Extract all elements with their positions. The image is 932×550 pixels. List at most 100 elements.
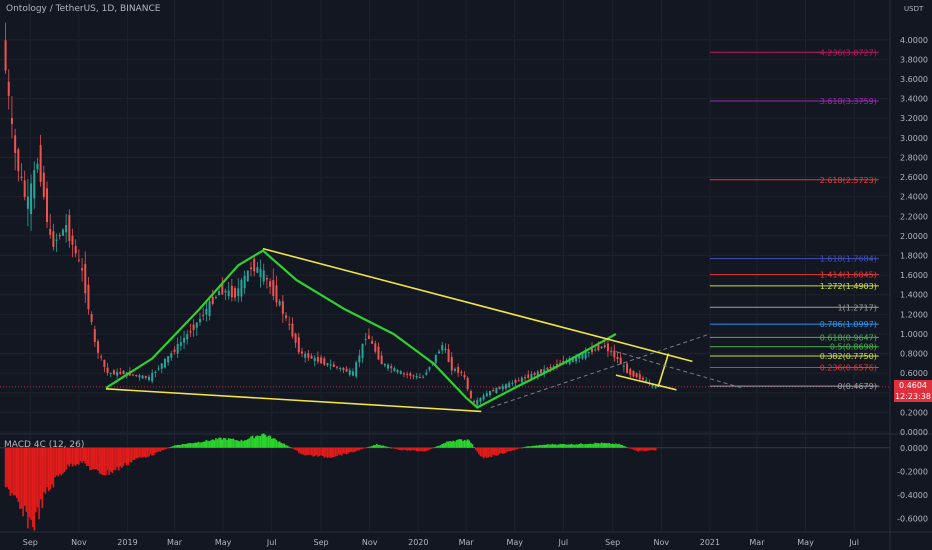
drawing-overlays[interactable] bbox=[105, 247, 742, 413]
time-tick-label: 2020 bbox=[408, 538, 428, 547]
macd-bar bbox=[414, 447, 416, 451]
price-candle-body bbox=[214, 296, 217, 298]
time-tick-label: 2021 bbox=[700, 538, 720, 547]
price-candle-body bbox=[97, 341, 100, 353]
price-candle-body bbox=[307, 353, 310, 358]
macd-bar bbox=[409, 447, 412, 451]
macd-bar bbox=[450, 441, 453, 448]
macd-bar bbox=[476, 447, 479, 452]
macd-bar bbox=[76, 447, 79, 464]
macd-bar bbox=[603, 443, 606, 448]
time-tick-label: May bbox=[506, 538, 523, 547]
macd-bar bbox=[94, 447, 96, 469]
macd-bar bbox=[133, 447, 136, 460]
macd-bar bbox=[12, 447, 15, 496]
macd-bar bbox=[524, 446, 526, 448]
price-candle-body bbox=[202, 314, 205, 316]
macd-tick-label: -0.2000 bbox=[897, 467, 928, 476]
macd-bar bbox=[487, 447, 490, 458]
macd-bar bbox=[74, 447, 77, 466]
macd-bar bbox=[616, 444, 619, 448]
macd-bar bbox=[117, 447, 120, 471]
macd-bar bbox=[653, 447, 655, 451]
price-candle-body bbox=[406, 374, 409, 376]
macd-bar bbox=[594, 442, 596, 448]
time-tick-label: Mar bbox=[749, 538, 765, 547]
macd-bar bbox=[560, 444, 563, 448]
macd-bar bbox=[401, 447, 404, 451]
price-tick-label: 1.0000 bbox=[900, 330, 928, 339]
time-tick-label: Mar bbox=[459, 538, 475, 547]
macd-bar bbox=[415, 447, 418, 452]
macd-tick-label: 0.0000 bbox=[900, 444, 928, 453]
price-candle-body bbox=[364, 339, 367, 341]
macd-bar bbox=[275, 439, 278, 448]
macd-bar bbox=[256, 435, 259, 448]
macd-bar bbox=[462, 440, 464, 448]
price-candle-body bbox=[600, 346, 603, 349]
macd-bar bbox=[245, 440, 248, 448]
fibonacci-levels[interactable]: 4.236(3.8727) 3.618(3.3759) 2.618(2.5723) 1… bbox=[709, 48, 879, 391]
macd-bar bbox=[321, 447, 324, 456]
macd-bar bbox=[446, 441, 448, 448]
macd-bar bbox=[619, 444, 622, 448]
symbol-title[interactable]: Ontology / TetherUS, 1D, BINANCE bbox=[6, 4, 161, 14]
macd-bar bbox=[86, 447, 88, 467]
macd-bar bbox=[243, 440, 246, 448]
macd-bar bbox=[650, 447, 652, 451]
macd-bar bbox=[325, 447, 327, 457]
fib-level-label: 0.382(0.7750) bbox=[820, 352, 877, 361]
price-candle-body bbox=[23, 180, 26, 198]
macd-bar bbox=[113, 447, 115, 470]
fib-level-label: 1.618(1.7684) bbox=[820, 255, 877, 264]
macd-bar bbox=[79, 447, 82, 461]
price-candle-body bbox=[240, 279, 243, 297]
macd-bar bbox=[514, 447, 517, 450]
time-tick-label: Sep bbox=[314, 538, 329, 547]
macd-bar bbox=[186, 443, 189, 448]
macd-bar bbox=[46, 447, 48, 488]
macd-bar bbox=[572, 444, 574, 448]
macd-bar bbox=[105, 447, 107, 476]
macd-bar bbox=[145, 447, 147, 458]
price-candle-body bbox=[52, 231, 55, 248]
macd-bar bbox=[366, 447, 369, 449]
macd-bar bbox=[90, 447, 93, 470]
macd-bar bbox=[200, 442, 203, 448]
time-tick-label: Nov bbox=[362, 538, 378, 547]
price-candle-body bbox=[476, 399, 479, 406]
macd-bar bbox=[342, 447, 345, 454]
macd-bar bbox=[576, 444, 579, 448]
macd-bar bbox=[466, 439, 469, 448]
macd-bar bbox=[336, 447, 338, 457]
macd-indicator-label[interactable]: MACD 4C (12, 26) bbox=[4, 440, 85, 450]
price-candle-body bbox=[320, 357, 323, 364]
macd-bar bbox=[84, 447, 87, 464]
macd-bar bbox=[108, 447, 110, 475]
macd-bar bbox=[396, 447, 399, 450]
price-candle-body bbox=[157, 368, 160, 370]
price-candle-body bbox=[253, 258, 256, 272]
macd-bar bbox=[227, 438, 230, 448]
price-candle-body bbox=[195, 322, 198, 328]
macd-bar bbox=[513, 447, 515, 451]
price-candle-body bbox=[30, 183, 33, 215]
macd-bar bbox=[470, 442, 472, 448]
macd-bar bbox=[580, 443, 582, 448]
price-candle-body bbox=[151, 372, 154, 382]
price-candle-body bbox=[163, 358, 166, 368]
macd-bar bbox=[101, 447, 104, 476]
price-candle-body bbox=[444, 348, 447, 351]
price-candle-body bbox=[221, 283, 224, 295]
macd-bar bbox=[356, 447, 359, 451]
macd-bar bbox=[151, 447, 153, 456]
macd-bar bbox=[443, 443, 445, 448]
macd-bar bbox=[277, 441, 279, 448]
macd-bar bbox=[270, 439, 273, 448]
macd-bar bbox=[516, 447, 518, 450]
macd-bar bbox=[452, 440, 455, 448]
price-candle-body bbox=[626, 363, 629, 374]
price-candle-body bbox=[183, 338, 186, 343]
